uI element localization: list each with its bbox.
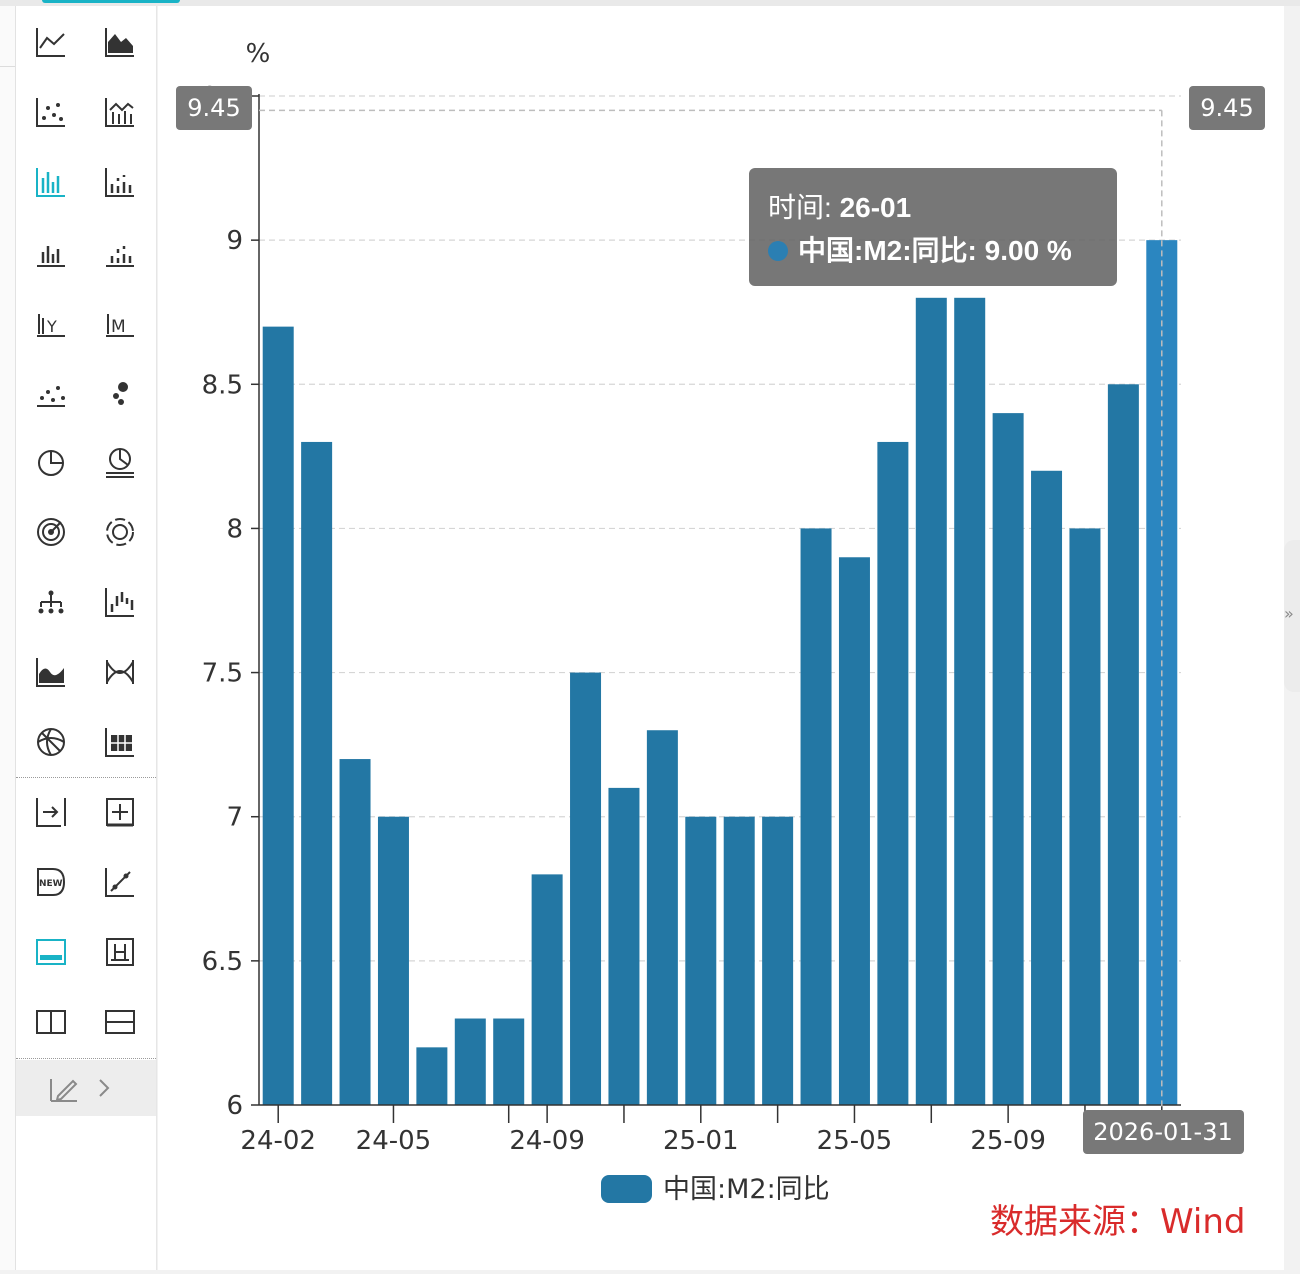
area-chart-icon[interactable] [102,24,138,60]
bar[interactable] [377,816,409,1105]
bar[interactable] [915,297,947,1105]
heatmap-grid-icon[interactable] [102,724,138,760]
chevron-right-icon[interactable] [86,1070,122,1106]
bubble-chart-icon[interactable] [102,374,138,410]
chart-type-sidebar: Y M NEW [16,6,157,1270]
bar[interactable] [1031,470,1063,1105]
y-tick-label: 7 [226,803,243,833]
yearly-column-icon[interactable]: Y [33,304,69,340]
bar[interactable] [339,759,371,1105]
bar[interactable] [1107,384,1139,1105]
bar[interactable] [301,441,333,1105]
x-tick-label: 25-05 [817,1126,893,1156]
svg-text:NEW: NEW [39,879,63,889]
legend-label: 中国:M2:同比 [663,1174,830,1205]
column-chart-icon[interactable] [33,164,69,200]
ribbon-chart-icon[interactable] [102,654,138,690]
sidebar-divider [16,1058,156,1059]
chart-tooltip: 时间: 26-01 中国:M2:同比: 9.00 % [749,168,1117,286]
data-source-label: 数据来源：Wind [990,1202,1246,1242]
pie-chart-base-icon[interactable] [102,444,138,480]
hierarchy-chart-icon[interactable] [33,584,69,620]
y-pointer-label-left: 9.45 [187,94,240,122]
bar[interactable] [493,1018,525,1105]
y-tick-label: 6.5 [202,947,243,977]
export-icon[interactable] [33,794,69,830]
radar-target-icon[interactable] [33,514,69,550]
bar[interactable] [838,557,870,1105]
y-tick-label: 8.5 [202,370,243,400]
split-horizontal-icon[interactable] [102,1004,138,1040]
y-tick-label: 9 [226,226,243,256]
active-tab-indicator [42,0,180,3]
x-tick-label: 24-09 [509,1126,585,1156]
y-pointer-badge-left[interactable] [176,86,252,130]
bar[interactable] [531,874,563,1105]
tooltip-time-label: 时间: [768,192,840,223]
bar[interactable] [762,816,794,1105]
tooltip-time-value: 26-01 [839,192,912,223]
pie-chart-icon[interactable] [33,444,69,480]
bar[interactable] [416,1047,448,1105]
x-tick-label: 24-05 [356,1126,432,1156]
x-tick-label: 24-02 [240,1126,316,1156]
bar[interactable] [877,441,909,1105]
collapse-arrow-icon[interactable]: » [1284,604,1294,623]
bar[interactable] [1069,528,1101,1105]
bar[interactable] [800,528,832,1105]
bar[interactable] [723,816,755,1105]
h-box-icon[interactable] [102,934,138,970]
bar[interactable] [992,413,1024,1106]
trend-line-icon[interactable] [102,864,138,900]
bar[interactable] [646,730,678,1105]
dot-plot-icon[interactable] [33,374,69,410]
horizontal-layout-icon[interactable] [33,934,69,970]
left-edge-panel [0,6,16,1270]
svg-text:M: M [111,317,126,337]
edit-icon[interactable] [46,1070,82,1106]
monthly-column-icon[interactable]: M [102,304,138,340]
waterfall-chart-icon[interactable] [102,584,138,620]
x-pointer-label: 2026-01-31 [1093,1118,1232,1146]
chart-canvas[interactable]: 66.577.588.599.5%24-0224-0524-0925-0125-… [158,6,1284,1270]
x-tick-label: 25-09 [970,1126,1046,1156]
y-pointer-label-right: 9.45 [1200,94,1253,122]
bar[interactable] [608,787,640,1105]
bar[interactable] [570,672,602,1105]
bar-line-combo-icon[interactable] [102,94,138,130]
bar[interactable] [454,1018,486,1105]
legend-swatch[interactable] [601,1175,652,1203]
sidebar-footer [16,1060,156,1116]
tooltip-series-dot [768,241,788,261]
bar[interactable] [954,297,986,1105]
add-box-icon[interactable] [102,794,138,830]
y-tick-label: 8 [226,514,243,544]
area-wave-icon[interactable] [33,654,69,690]
bar[interactable] [685,816,717,1105]
top-bar [0,0,1300,6]
y-tick-label: 6 [226,1091,243,1121]
tooltip-series-value: 中国:M2:同比: 9.00 % [798,235,1072,266]
bar[interactable] [262,326,294,1106]
donut-chart-icon[interactable] [102,514,138,550]
new-badge-icon[interactable]: NEW [33,864,69,900]
column-chart-alt-icon[interactable] [33,234,69,270]
svg-text:Y: Y [46,317,57,336]
x-pointer-badge[interactable] [1083,1110,1244,1154]
sunburst-chart-icon[interactable] [33,724,69,760]
scatter-chart-icon[interactable] [33,94,69,130]
stacked-column-alt-icon[interactable] [102,234,138,270]
split-vertical-icon[interactable] [33,1004,69,1040]
y-pointer-badge-right[interactable] [1189,86,1265,130]
line-chart-icon[interactable] [33,24,69,60]
y-tick-label: 7.5 [202,659,243,689]
stacked-column-icon[interactable] [102,164,138,200]
y-axis-unit: % [246,39,271,69]
collapse-panel-tab[interactable]: » [1284,540,1300,692]
x-tick-label: 25-01 [663,1126,739,1156]
sidebar-divider [16,777,156,778]
